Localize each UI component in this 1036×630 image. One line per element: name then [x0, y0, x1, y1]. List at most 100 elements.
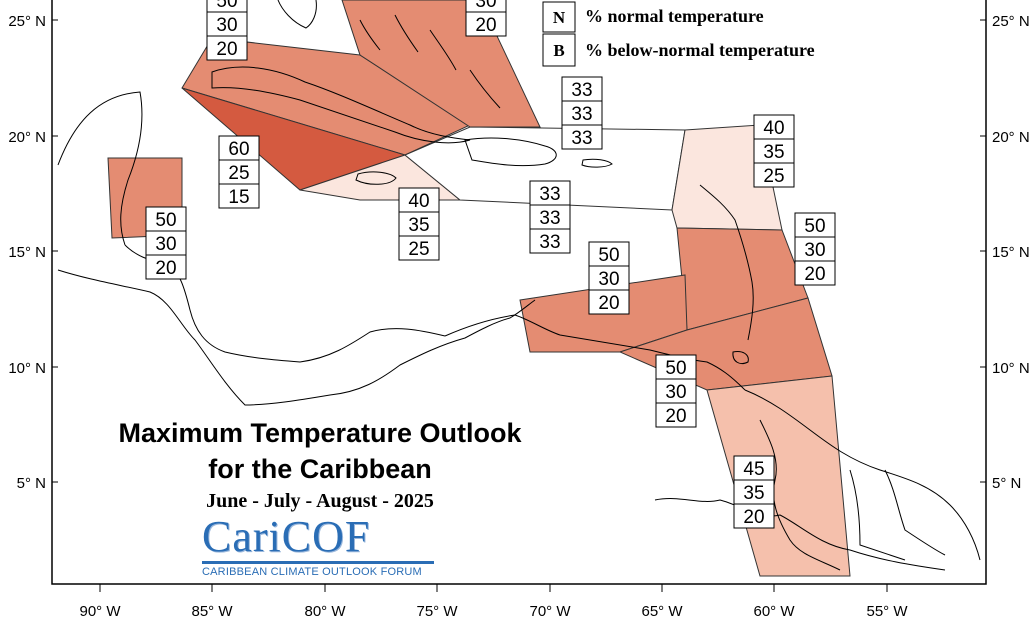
season-label: June - July - August - 2025	[206, 490, 434, 512]
florida-coast	[277, 0, 317, 29]
prob-cell	[145, 206, 187, 232]
bahamas-islands	[359, 14, 501, 109]
prob-value: 33	[571, 104, 592, 125]
legend-letter-n: N	[553, 8, 566, 27]
prob-box-turks-caicos: 33 33 33	[561, 76, 603, 150]
prob-value: 35	[408, 215, 429, 236]
prob-cell	[206, 35, 248, 61]
prob-cell	[753, 114, 795, 140]
prob-cell	[206, 11, 248, 37]
prob-box-cuba-west: 60 25 15	[218, 135, 260, 209]
colombia-venezuela-coast	[444, 314, 746, 391]
lat-labels-right: 25° N 20° N 15° N 10° N 5° N	[992, 13, 1030, 492]
prob-value: 33	[539, 208, 560, 229]
prob-value: 25	[228, 163, 249, 184]
prob-box-bahamas-west: 50 30 20	[206, 0, 248, 61]
lat-label: 15° N	[992, 244, 1030, 261]
yucatan-coast	[57, 91, 143, 246]
prob-value: 20	[598, 293, 619, 314]
suriname-border	[849, 469, 906, 561]
prob-value: 30	[665, 382, 686, 403]
prob-box-abc-islands: 50 30 20	[588, 241, 630, 315]
prob-value: 30	[598, 269, 619, 290]
prob-value: 50	[598, 245, 619, 266]
south-america-interior-border	[654, 498, 946, 571]
prob-cell	[398, 187, 440, 213]
prob-cell	[398, 235, 440, 261]
fr-guiana-border	[884, 469, 946, 556]
prob-cell	[218, 183, 260, 209]
prob-cell	[529, 180, 571, 206]
lat-label: 25° N	[8, 13, 46, 30]
prob-cell	[145, 230, 187, 256]
prob-cell	[655, 354, 697, 380]
prob-cell	[655, 402, 697, 428]
prob-value: 50	[216, 0, 237, 12]
prob-box-belize: 50 30 20	[145, 206, 187, 280]
lon-label: 80° W	[304, 603, 346, 620]
prob-cell	[218, 159, 260, 185]
prob-cell	[588, 289, 630, 315]
prob-cell	[733, 455, 775, 481]
legend-label-b: % below-normal temperature	[585, 40, 815, 60]
prob-box-jamaica: 40 35 25	[398, 187, 440, 261]
prob-value: 25	[763, 166, 784, 187]
hispaniola-coast	[464, 137, 557, 167]
lat-label: 10° N	[992, 360, 1030, 377]
legend-box-b	[542, 33, 576, 67]
grid-ticks	[52, 19, 986, 592]
prob-value: 20	[216, 39, 237, 60]
legend: N % normal temperature B % below-normal …	[542, 1, 815, 67]
legend-label-n: % normal temperature	[585, 6, 764, 26]
south-america-north-coast	[744, 389, 981, 561]
prob-value: 30	[804, 240, 825, 261]
jamaica-coast	[355, 171, 397, 185]
lat-label: 10° N	[8, 360, 46, 377]
prob-cell	[655, 378, 697, 404]
lon-label: 55° W	[866, 603, 908, 620]
lesser-antilles-arc	[699, 184, 754, 341]
lon-label: 75° W	[416, 603, 458, 620]
lon-label: 70° W	[529, 603, 571, 620]
legend-letter-b: B	[553, 41, 564, 60]
central-america-coast	[57, 269, 536, 406]
lon-label: 60° W	[753, 603, 795, 620]
prob-box-guianas: 45 35 20	[733, 455, 775, 529]
prob-box-hispaniola: 33 33 33	[529, 180, 571, 254]
prob-cell	[561, 100, 603, 126]
prob-value: 40	[408, 191, 429, 212]
prob-value: 30	[216, 15, 237, 36]
prob-cell	[588, 241, 630, 267]
lon-labels: 90° W 85° W 80° W 75° W 70° W 65° W 60° …	[79, 603, 908, 620]
prob-value: 35	[763, 142, 784, 163]
prob-value: 33	[539, 184, 560, 205]
prob-value: 40	[763, 118, 784, 139]
prob-value: 33	[571, 128, 592, 149]
prob-cell	[794, 236, 836, 262]
prob-box-trinidad: 50 30 20	[655, 354, 697, 428]
prob-value: 30	[155, 234, 176, 255]
prob-value: 25	[408, 239, 429, 260]
prob-cell	[529, 228, 571, 254]
prob-value: 35	[743, 483, 764, 504]
lat-label: 20° N	[8, 129, 46, 146]
lon-label: 90° W	[79, 603, 121, 620]
prob-value: 20	[804, 264, 825, 285]
prob-value: 45	[743, 459, 764, 480]
lat-label: 25° N	[992, 13, 1030, 30]
caricof-logo: CariCOF CARIBBEAN CLIMATE OUTLOOK FORUM	[202, 515, 434, 578]
prob-value: 20	[475, 15, 496, 36]
prob-value: 20	[155, 258, 176, 279]
logo-subtitle: CARIBBEAN CLIMATE OUTLOOK FORUM	[202, 566, 422, 578]
lat-labels-left: 25° N 20° N 15° N 10° N 5° N	[8, 13, 46, 492]
prob-value: 15	[228, 187, 249, 208]
coastlines	[57, 0, 981, 571]
prob-cell	[398, 211, 440, 237]
prob-cell	[145, 254, 187, 280]
trinidad-coast	[732, 351, 749, 365]
prob-value: 20	[665, 406, 686, 427]
map-title-line2: for the Caribbean	[208, 454, 432, 484]
prob-value: 30	[475, 0, 496, 12]
